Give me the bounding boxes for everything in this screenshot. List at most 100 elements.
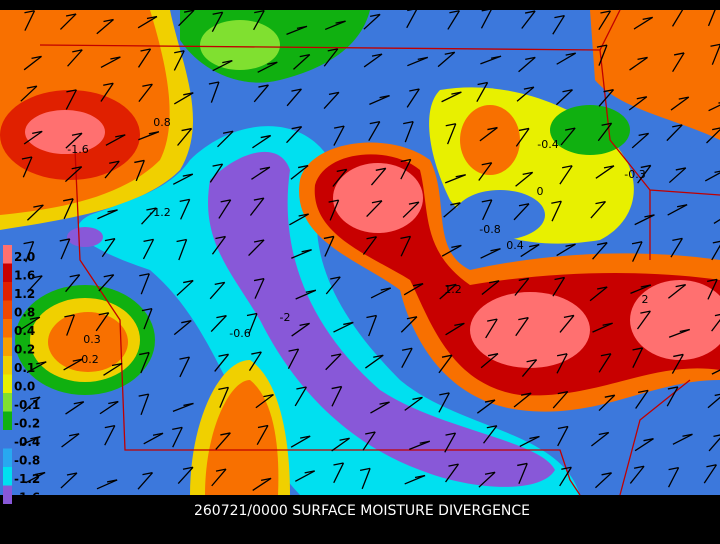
colorbar-label: 0.2 — [14, 342, 35, 356]
wind-barb — [95, 312, 110, 332]
wind-barb — [668, 466, 679, 471]
region — [25, 110, 105, 154]
wind-barb — [177, 466, 194, 484]
wind-barb — [363, 53, 383, 68]
region — [78, 126, 580, 495]
wind-barb — [642, 16, 653, 20]
wind-barb — [290, 435, 311, 448]
wind-barb — [487, 126, 498, 131]
wind-barb — [65, 89, 77, 110]
wind-barb — [138, 393, 149, 397]
wind-barb — [598, 44, 608, 66]
wind-barb — [703, 464, 717, 484]
wind-barb — [638, 132, 649, 136]
wind-barb — [562, 165, 573, 169]
wind-barb — [644, 214, 655, 218]
wind-barb — [671, 7, 685, 27]
wind-barb — [518, 127, 530, 132]
colorbar-label: -1.2 — [14, 472, 40, 486]
wind-barb — [173, 50, 185, 71]
wind-barb — [219, 387, 229, 408]
wind-barb — [29, 396, 41, 400]
wind-barb — [667, 204, 688, 216]
wind-barb — [111, 362, 123, 367]
wind-barb — [589, 286, 608, 302]
wind-barb — [562, 89, 573, 93]
wind-barb — [65, 401, 85, 415]
wind-barb — [71, 132, 83, 136]
wind-barb — [481, 8, 492, 12]
wind-barb — [485, 318, 498, 339]
wind-barb — [260, 134, 271, 139]
wind-barb — [371, 200, 383, 204]
wind-barb — [407, 7, 418, 12]
wind-barb — [590, 201, 606, 219]
wind-barb — [69, 274, 80, 278]
wind-barb — [139, 273, 150, 277]
wind-barb — [257, 424, 269, 429]
wind-barb — [565, 127, 576, 131]
wind-barb — [517, 462, 528, 467]
region — [630, 280, 720, 360]
wind-barb — [556, 52, 577, 65]
wind-barb — [521, 359, 538, 377]
wind-barb — [379, 401, 390, 405]
wind-barb — [643, 438, 654, 442]
wind-barb — [363, 13, 381, 30]
wind-barb — [444, 51, 455, 55]
wind-barb — [676, 204, 688, 208]
wind-barb — [63, 198, 74, 220]
wind-barb — [60, 472, 78, 489]
colorbar-label: 0.0 — [14, 379, 35, 393]
wind-barb — [670, 238, 683, 258]
colorbar-label: -0.1 — [14, 398, 40, 412]
wind-barb — [325, 353, 342, 371]
wind-barb — [104, 425, 116, 446]
colorbar-label: -0.2 — [14, 416, 40, 430]
wind-barb — [143, 432, 164, 445]
wind-barb — [563, 314, 575, 319]
wind-barb — [488, 280, 500, 284]
wind-barb — [137, 472, 153, 490]
wind-barb — [708, 437, 720, 452]
wind-barb — [480, 248, 501, 259]
wind-barb — [216, 314, 227, 319]
wind-barb — [138, 83, 153, 103]
wind-barb — [400, 235, 411, 239]
wind-barb — [518, 277, 529, 282]
wind-barb — [141, 207, 157, 225]
wind-barb — [633, 16, 654, 30]
wind-barb — [711, 244, 720, 261]
wind-barb — [455, 174, 466, 178]
wind-barb — [640, 164, 651, 169]
wind-barb — [518, 463, 528, 485]
wind-barb — [479, 127, 498, 142]
wind-barb — [179, 356, 190, 360]
wind-barb — [59, 238, 70, 242]
wind-barb — [559, 315, 575, 333]
wind-barb — [211, 11, 224, 33]
wind-barb — [257, 61, 278, 73]
wind-barb — [248, 239, 265, 257]
wind-barb — [65, 13, 77, 17]
wind-barb — [134, 159, 145, 164]
wind-barb — [565, 52, 576, 56]
wind-barb — [668, 167, 687, 184]
wind-barb — [26, 361, 47, 374]
wind-barb — [444, 174, 466, 184]
wind-barb — [288, 348, 299, 352]
wind-barb — [304, 470, 315, 474]
wind-barb — [637, 165, 652, 184]
wind-barb — [297, 164, 309, 169]
wind-barb — [632, 347, 643, 351]
wind-barb — [454, 322, 465, 326]
wind-barb — [330, 276, 341, 280]
wind-barb — [105, 134, 126, 146]
wind-barb — [103, 362, 123, 376]
region — [48, 312, 128, 372]
colorbar-swatch — [3, 337, 12, 356]
wind-barb — [598, 353, 612, 373]
wind-barb — [551, 200, 562, 222]
wind-barb — [108, 400, 119, 405]
wind-barb — [289, 213, 309, 226]
